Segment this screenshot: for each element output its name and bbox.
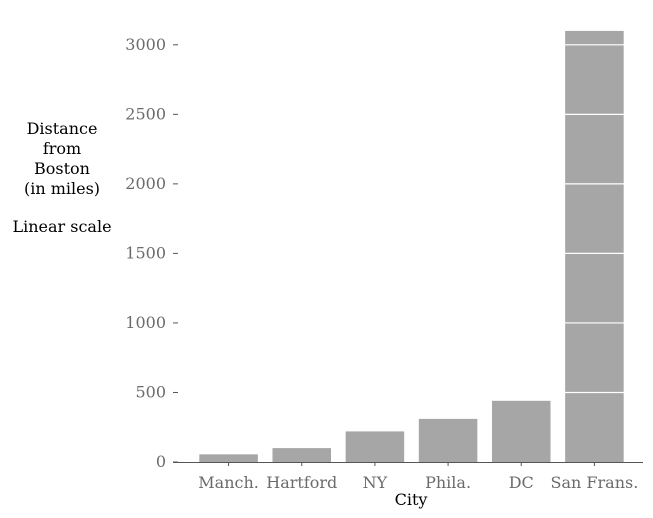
gridlines-group — [192, 44, 631, 394]
y-ticks-group: 0 500 1000 1500 2000 2500 3000 — [125, 35, 178, 471]
y-tick-label: 500 — [135, 382, 166, 401]
bar-5 — [565, 30, 624, 462]
bars-group — [199, 30, 624, 462]
x-tick-label: NY — [363, 473, 388, 492]
x-tick-label: San Frans. — [551, 473, 639, 492]
x-ticks-group: Manch. Hartford NY Phila. DC San Frans. — [198, 462, 638, 492]
x-tick-label: Manch. — [198, 473, 259, 492]
bar-1 — [272, 448, 332, 462]
y-axis-title-line: Boston — [34, 159, 90, 178]
bar-3 — [418, 418, 478, 462]
y-axis-title-line: Distance — [27, 119, 98, 138]
y-axis-title-line: from — [43, 139, 81, 158]
x-tick-label: DC — [509, 473, 534, 492]
y-tick-label: 3000 — [125, 35, 166, 54]
y-tick-label: 1000 — [125, 313, 166, 332]
y-tick-label: 0 — [156, 452, 166, 471]
y-axis-title-line: Linear scale — [12, 217, 111, 236]
x-tick-label: Phila. — [425, 473, 471, 492]
y-tick-label: 2500 — [125, 104, 166, 123]
bar-2 — [345, 431, 405, 462]
bar-4 — [491, 400, 551, 462]
y-axis-title-line: (in miles) — [24, 179, 100, 198]
x-axis-title: City — [395, 490, 428, 509]
bar-0 — [199, 454, 258, 462]
x-tick-label: Hartford — [266, 473, 337, 492]
y-tick-label: 2000 — [125, 174, 166, 193]
y-tick-label: 1500 — [125, 243, 166, 262]
